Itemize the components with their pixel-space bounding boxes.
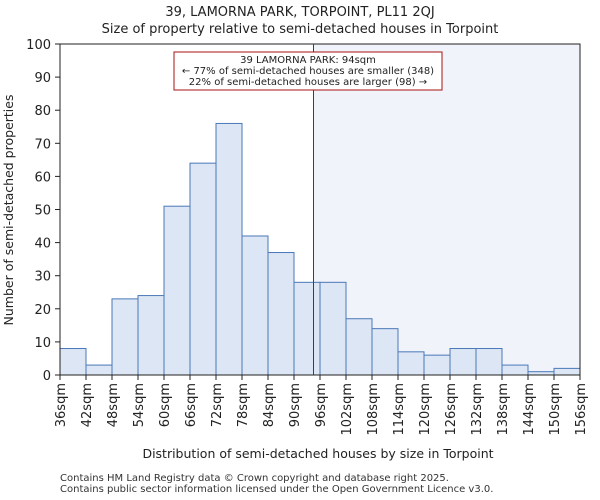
x-tick-label: 36sqm (54, 383, 69, 427)
footer-line-2: Contains public sector information licen… (60, 484, 494, 495)
bar (475, 348, 503, 376)
bar (241, 235, 269, 376)
bar (59, 348, 87, 376)
bar (423, 354, 451, 376)
y-tick-label: 100 (26, 38, 51, 53)
x-tick-label: 156sqm (574, 383, 589, 436)
bar (215, 122, 243, 376)
x-tick-label: 84sqm (262, 383, 277, 427)
y-tick-label: 90 (34, 71, 51, 86)
bar (293, 281, 321, 376)
x-tick-label: 102sqm (340, 383, 355, 436)
bar (449, 348, 477, 376)
x-tick-label: 120sqm (418, 383, 433, 436)
bar (397, 351, 425, 376)
y-tick-label: 60 (34, 170, 51, 185)
x-tick-label: 150sqm (548, 383, 563, 436)
bar (345, 318, 373, 376)
chart-subtitle: Size of property relative to semi-detach… (102, 22, 499, 37)
x-tick-label: 108sqm (366, 383, 381, 436)
y-tick-label: 20 (34, 303, 51, 318)
bar (501, 364, 529, 376)
y-tick-label: 0 (43, 369, 51, 384)
x-tick-label: 48sqm (106, 383, 121, 427)
y-tick-label: 40 (34, 237, 51, 252)
bar (319, 281, 347, 376)
bar (111, 298, 139, 376)
bar (85, 364, 113, 376)
annotation-box (173, 51, 443, 91)
x-tick-label: 54sqm (132, 383, 147, 427)
chart-title: 39, LAMORNA PARK, TORPOINT, PL11 2QJ (165, 5, 434, 20)
bar (137, 295, 165, 376)
bar (553, 367, 581, 376)
x-axis-label: Distribution of semi-detached houses by … (142, 446, 493, 461)
bar (163, 205, 191, 376)
y-tick-label: 70 (34, 137, 51, 152)
plot-area: 0 10 20 30 40 50 60 70 80 90 100 36sqm 42sqm 48sqm 54s… (26, 38, 589, 436)
annotation-line: 39 LAMORNA PARK: 94sqm (240, 55, 376, 66)
y-tick-label: 50 (34, 204, 51, 219)
x-tick-label: 144sqm (522, 383, 537, 436)
x-tick-label: 114sqm (392, 383, 407, 436)
y-tick-label: 10 (34, 336, 51, 351)
x-tick-label: 90sqm (288, 383, 303, 427)
x-tick-label: 78sqm (236, 383, 251, 427)
footer-line-1: Contains HM Land Registry data © Crown c… (60, 473, 449, 484)
annotation-line: ← 77% of semi-detached houses are smalle… (182, 66, 434, 77)
y-tick-label: 80 (34, 104, 51, 119)
y-axis-label: Number of semi-detached properties (1, 95, 16, 326)
x-tick-label: 138sqm (496, 383, 511, 436)
x-tick-label: 42sqm (80, 383, 95, 427)
bar (189, 162, 217, 376)
x-tick-label: 60sqm (158, 383, 173, 427)
bar (371, 328, 399, 376)
y-tick-label: 30 (34, 270, 51, 285)
x-tick-label: 66sqm (184, 383, 199, 427)
x-tick-label: 96sqm (314, 383, 329, 427)
annotation-line: 22% of semi-detached houses are larger (… (189, 77, 427, 88)
x-tick-label: 132sqm (470, 383, 485, 436)
bar (267, 252, 295, 376)
x-tick-label: 72sqm (210, 383, 225, 427)
x-tick-label: 126sqm (444, 383, 459, 436)
